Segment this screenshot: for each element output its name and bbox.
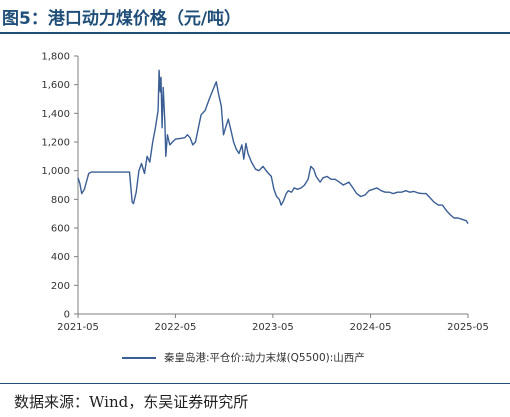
title-divider <box>0 32 510 34</box>
legend-label: 秦皇岛港:平仓价:动力末煤(Q5500):山西产 <box>164 352 365 364</box>
y-tick-label: 800 <box>51 195 70 206</box>
x-tick-label: 2024-05 <box>350 322 392 333</box>
source-note: 数据来源：Wind，东吴证券研究所 <box>14 393 249 411</box>
x-tick-label: 2021-05 <box>57 322 99 333</box>
x-tick-label: 2025-05 <box>447 322 489 333</box>
y-tick-label: 1,600 <box>41 80 70 91</box>
y-tick-label: 1,200 <box>41 138 70 149</box>
y-tick-label: 1,000 <box>41 166 70 177</box>
y-tick-label: 200 <box>51 281 70 292</box>
y-tick-label: 1,800 <box>41 52 70 63</box>
chart-legend: 秦皇岛港:平仓价:动力末煤(Q5500):山西产 <box>122 350 365 365</box>
y-tick-label: 1,400 <box>41 109 70 120</box>
y-tick-label: 0 <box>64 310 70 321</box>
series-line <box>77 69 469 225</box>
y-tick-label: 600 <box>51 224 70 235</box>
x-tick-label: 2022-05 <box>155 322 197 333</box>
y-tick-label: 400 <box>51 252 70 263</box>
x-tick-label: 2023-05 <box>252 322 294 333</box>
bottom-divider <box>0 383 510 384</box>
legend-line-swatch <box>122 356 156 359</box>
line-chart: 0 200 400 600 800 1,000 1,200 1,400 1,600 1,800 20… <box>41 52 489 334</box>
figure-title: 图5：港口动力煤价格（元/吨） <box>2 9 242 29</box>
